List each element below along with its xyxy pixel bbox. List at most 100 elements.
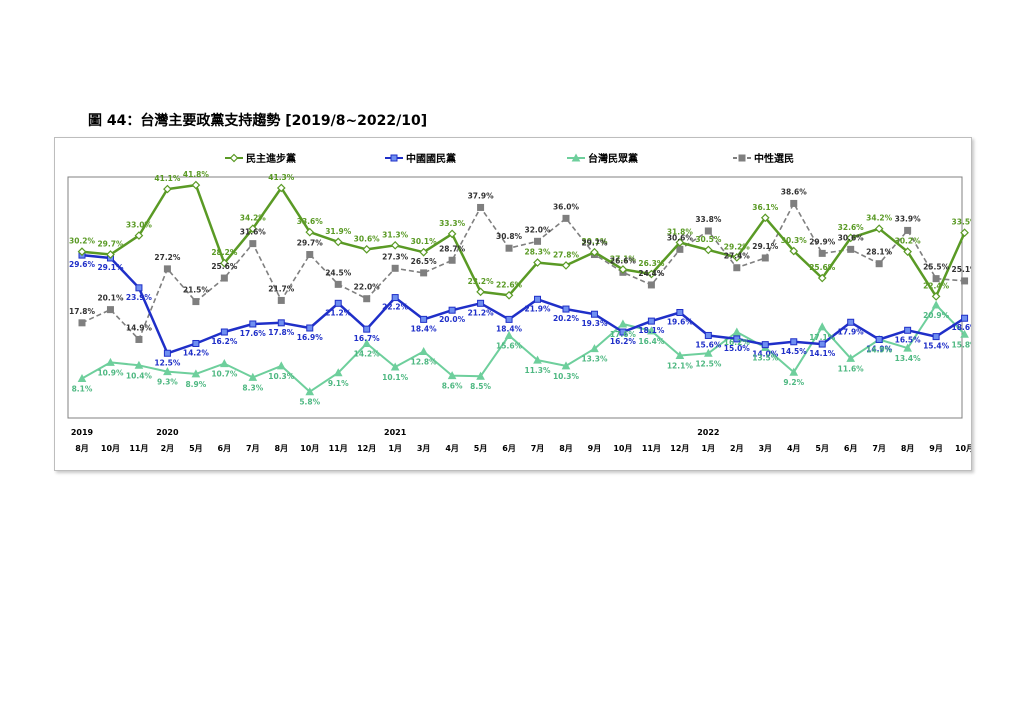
data-label-kmt: 29.1% (97, 263, 124, 272)
data-label-neutral: 36.0% (553, 202, 580, 211)
data-point-dpp (276, 183, 286, 193)
figure-title: 圖 44：台灣主要政黨支持趨勢 [2019/8~2022/10] (88, 113, 428, 129)
x-tick-label: 11月 (642, 444, 661, 453)
data-point-kmt (761, 341, 769, 349)
data-point-tpp (618, 319, 628, 328)
data-point-dpp (333, 237, 343, 247)
data-point-dpp (504, 290, 514, 300)
data-label-tpp: 17.6% (610, 330, 637, 339)
data-label-kmt: 18.6% (952, 323, 971, 332)
data-point-kmt (249, 320, 257, 328)
data-point-dpp (476, 287, 485, 297)
data-point-dpp (163, 184, 172, 194)
data-point-dpp (305, 227, 315, 237)
x-tick-label: 2月 (161, 444, 175, 453)
x-tick-label: 8月 (275, 444, 289, 453)
data-point-dpp (191, 180, 201, 190)
data-label-dpp: 41.8% (183, 170, 210, 179)
data-label-kmt: 16.7% (354, 334, 381, 343)
series-line-dpp (81, 183, 966, 298)
data-point-kmt (590, 310, 598, 318)
series-line-tpp (81, 304, 966, 393)
data-label-dpp: 33.5% (952, 218, 971, 227)
data-point-neutral (847, 245, 855, 253)
data-point-tpp (305, 387, 315, 396)
data-point-dpp (561, 261, 571, 270)
data-label-tpp: 10.1% (382, 373, 409, 382)
data-label-tpp: 14.2% (354, 349, 381, 358)
data-label-tpp: 9.1% (328, 379, 349, 388)
data-label-kmt: 14.2% (183, 348, 210, 357)
data-point-neutral (420, 269, 428, 277)
data-point-neutral (505, 244, 513, 252)
data-point-kmt (704, 331, 712, 339)
data-label-kmt: 14.9% (866, 344, 893, 353)
data-point-kmt (192, 339, 200, 347)
data-point-dpp (846, 233, 856, 243)
data-label-kmt: 16.2% (211, 337, 238, 346)
data-label-neutral: 24.5% (325, 268, 352, 277)
x-tick-label: 8月 (559, 444, 573, 453)
data-point-dpp (390, 240, 400, 250)
data-label-kmt: 19.3% (581, 319, 608, 328)
data-point-dpp (789, 246, 799, 256)
x-tick-label: 4月 (445, 444, 459, 453)
data-label-dpp: 22.4% (923, 281, 950, 290)
data-point-neutral (106, 306, 114, 314)
data-label-neutral: 30.6% (838, 233, 865, 242)
x-year-label: 2021 (384, 428, 407, 437)
x-tick-label: 3月 (417, 444, 431, 453)
legend-marker-tpp (571, 153, 581, 162)
data-label-dpp: 29.7% (97, 240, 124, 249)
data-label-dpp: 29.2% (724, 242, 751, 251)
data-label-dpp: 28.2% (211, 248, 238, 257)
data-point-tpp (960, 329, 969, 338)
data-point-tpp (419, 346, 428, 356)
data-point-dpp (618, 265, 628, 274)
data-label-neutral: 33.8% (695, 215, 722, 224)
data-label-kmt: 16.5% (895, 335, 922, 344)
data-point-neutral (647, 281, 655, 289)
x-tick-label: 6月 (218, 444, 232, 453)
data-point-tpp (134, 360, 144, 369)
data-point-neutral (562, 214, 570, 222)
data-label-dpp: 28.3% (525, 248, 552, 257)
x-tick-label: 6月 (844, 444, 858, 453)
data-point-tpp (903, 343, 912, 352)
data-point-neutral (277, 296, 285, 304)
data-label-neutral: 24.4% (638, 269, 665, 278)
legend-marker-kmt (390, 154, 398, 162)
x-tick-label: 10月 (300, 444, 319, 453)
data-point-tpp (533, 355, 542, 364)
data-label-neutral: 30.6% (667, 233, 694, 242)
data-label-tpp: 20.9% (923, 311, 950, 320)
data-label-dpp: 30.1% (581, 237, 608, 246)
data-label-tpp: 9.3% (157, 378, 178, 387)
x-tick-label: 12月 (670, 444, 689, 453)
data-label-dpp: 23.2% (468, 277, 495, 286)
data-label-tpp: 16.4% (638, 337, 665, 346)
data-label-kmt: 17.8% (268, 328, 295, 337)
data-label-neutral: 32.0% (525, 225, 552, 234)
x-tick-label: 9月 (588, 444, 602, 453)
x-tick-label: 1月 (388, 444, 402, 453)
data-point-dpp (134, 231, 144, 240)
series-line-kmt (81, 253, 966, 355)
data-label-neutral: 29.7% (581, 239, 608, 248)
data-label-neutral: 27.2% (154, 253, 181, 262)
x-tick-label: 11月 (129, 444, 148, 453)
data-label-kmt: 29.6% (69, 260, 96, 269)
data-point-tpp (590, 344, 599, 353)
data-point-tpp (447, 371, 457, 380)
data-label-dpp: 26.3% (638, 259, 665, 268)
data-label-tpp: 17.1% (809, 333, 836, 342)
data-point-dpp (447, 229, 457, 239)
data-point-dpp (248, 224, 258, 234)
data-point-neutral (334, 280, 342, 288)
data-label-kmt: 20.0% (439, 315, 466, 324)
data-point-kmt (818, 340, 826, 348)
x-tick-label: 6月 (502, 444, 516, 453)
data-point-kmt (961, 314, 969, 322)
data-label-dpp: 30.3% (781, 236, 808, 245)
